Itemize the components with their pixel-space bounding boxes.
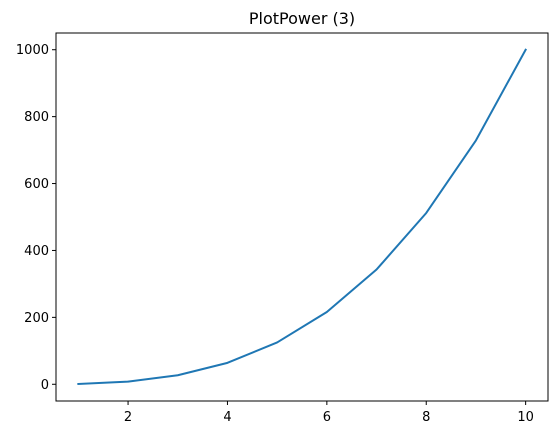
- y-tick-label: 200: [24, 311, 49, 326]
- x-tick-label: 10: [517, 410, 534, 425]
- y-tick-label: 1000: [16, 43, 49, 58]
- axes-frame: [55, 32, 549, 402]
- y-tick-label: 400: [24, 244, 49, 259]
- x-tick-label: 8: [422, 410, 430, 425]
- y-axis: 0 200 400 600 800 1000: [16, 43, 56, 393]
- y-tick-label: 800: [24, 110, 49, 125]
- y-tick-label: 600: [24, 177, 49, 192]
- series-line: [77, 48, 527, 385]
- x-tick-label: 4: [223, 410, 231, 425]
- plot-area: [77, 48, 527, 385]
- x-axis: 2 4 6 8 10: [124, 401, 534, 425]
- x-tick-label: 6: [323, 410, 331, 425]
- y-tick-label: 0: [41, 378, 49, 393]
- chart-title: PlotPower (3): [249, 9, 355, 28]
- x-tick-label: 2: [124, 410, 132, 425]
